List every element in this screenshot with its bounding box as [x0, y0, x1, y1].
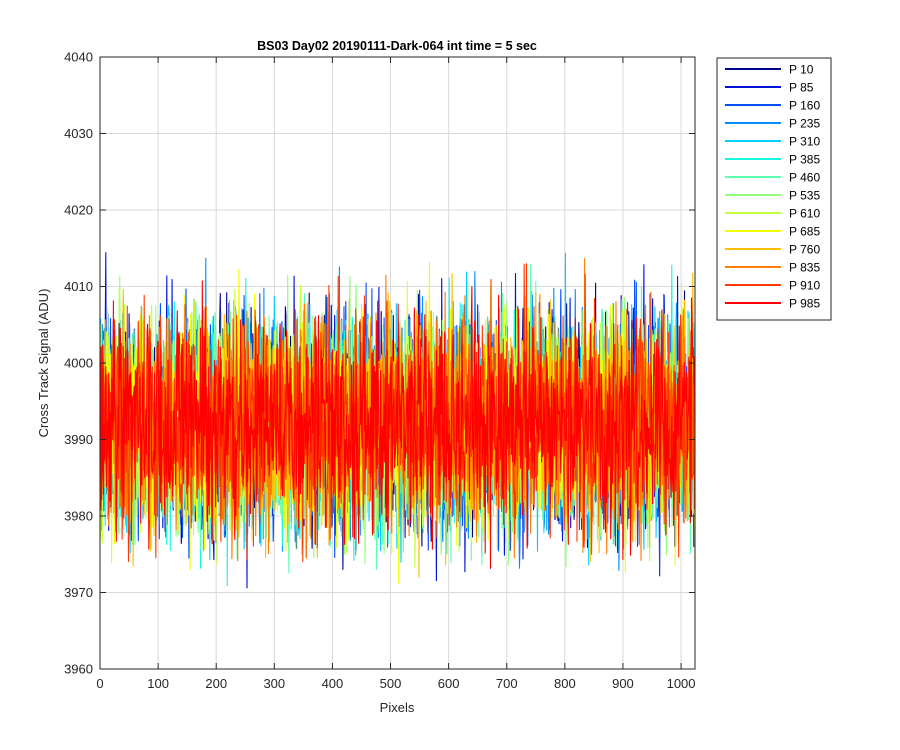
y-tick-label: 3980 — [64, 509, 93, 524]
x-tick-label: 700 — [496, 676, 518, 691]
legend-label: P 235 — [789, 117, 820, 131]
legend-label: P 985 — [789, 297, 820, 311]
legend-box — [716, 57, 832, 321]
series-line-p985 — [99, 280, 696, 569]
x-tick-label: 0 — [96, 676, 103, 691]
legend: P 10 P 85 P 160 P 235 P 310 P 385 P 460 P 535 P … — [716, 57, 832, 321]
legend-label: P 535 — [789, 189, 820, 203]
x-tick-label: 900 — [612, 676, 634, 691]
plot-area: 0 100 200 300 400 500 600 700 800 900 1000 3960 397… — [64, 50, 696, 691]
legend-label: P 385 — [789, 153, 820, 167]
x-tick-label: 800 — [554, 676, 576, 691]
x-tick-label: 200 — [205, 676, 227, 691]
x-axis-ticks: 0 100 200 300 400 500 600 700 800 900 1000 — [96, 57, 696, 691]
legend-label: P 910 — [789, 279, 820, 293]
y-tick-label: 4020 — [64, 203, 93, 218]
x-tick-label: 400 — [322, 676, 344, 691]
y-axis-ticks: 3960 3970 3980 3990 4000 4010 4020 4030 4040 — [64, 50, 695, 677]
y-axis-label: Cross Track Signal (ADU) — [36, 289, 51, 438]
legend-label: P 85 — [789, 81, 814, 95]
y-tick-label: 4030 — [64, 126, 93, 141]
x-axis-label: Pixels — [380, 700, 415, 715]
y-tick-label: 4010 — [64, 279, 93, 294]
legend-label: P 760 — [789, 243, 820, 257]
y-tick-label: 3960 — [64, 662, 93, 677]
x-tick-label: 300 — [263, 676, 285, 691]
legend-label: P 10 — [789, 63, 814, 77]
legend-label: P 160 — [789, 99, 820, 113]
x-tick-label: 600 — [438, 676, 460, 691]
legend-label: P 310 — [789, 135, 820, 149]
chart-title: BS03 Day02 20190111-Dark-064 int time = … — [257, 39, 537, 53]
y-tick-label: 4040 — [64, 50, 93, 65]
legend-label: P 460 — [789, 171, 820, 185]
y-tick-label: 4000 — [64, 356, 93, 371]
x-tick-label: 1000 — [667, 676, 696, 691]
legend-label: P 610 — [789, 207, 820, 221]
y-tick-label: 3970 — [64, 585, 93, 600]
legend-label: P 685 — [789, 225, 820, 239]
x-tick-label: 500 — [380, 676, 402, 691]
legend-label: P 835 — [789, 261, 820, 275]
y-tick-label: 3990 — [64, 432, 93, 447]
x-tick-label: 100 — [147, 676, 169, 691]
series-lines — [99, 252, 696, 589]
